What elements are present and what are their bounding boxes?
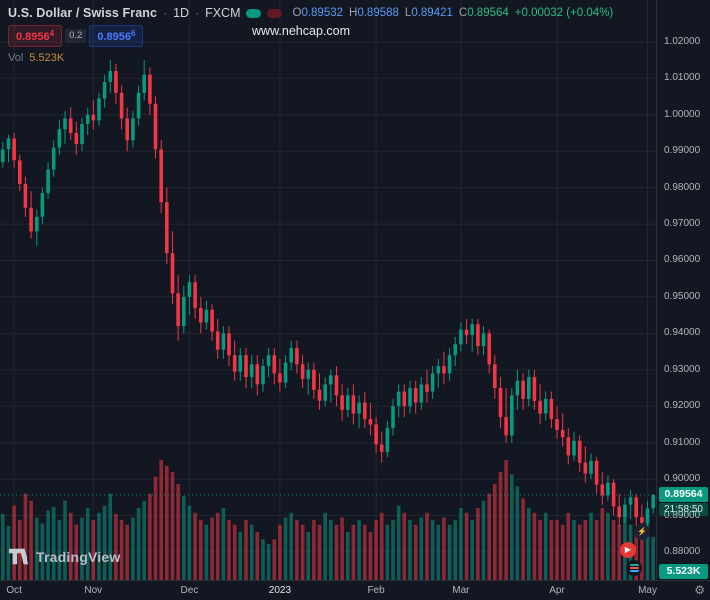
- high-label: H: [349, 7, 358, 19]
- stack-icon[interactable]: [626, 560, 642, 576]
- close-label: C: [458, 7, 468, 19]
- time-tick-label: Dec: [180, 585, 199, 596]
- price-tick-label: 0.88000: [664, 545, 701, 557]
- tradingview-logo-text: TradingView: [36, 548, 121, 565]
- price-tick-label: 0.89000: [664, 509, 701, 521]
- price-tick-label: 0.94000: [664, 327, 701, 339]
- change-value: +0.00032 (+0.04%): [514, 7, 614, 19]
- interval-label[interactable]: 1D: [173, 6, 190, 20]
- price-tick-label: 0.92000: [664, 400, 701, 412]
- volume-label: Vol: [8, 52, 24, 64]
- time-tick-label: Feb: [367, 585, 385, 596]
- chart-legend: U.S. Dollar / Swiss Franc · 1D · FXCM O0…: [8, 5, 613, 64]
- price-tick-label: 1.01000: [664, 72, 701, 84]
- volume-legend: Vol 5.523K: [8, 52, 613, 64]
- bar-countdown-badge: 21:58:50: [659, 502, 708, 516]
- last-price-badge: 0.89564: [659, 486, 708, 502]
- sell-price: 0.8956: [16, 31, 50, 43]
- time-tick-label: Oct: [6, 585, 22, 596]
- price-tick-label: 0.96000: [664, 254, 701, 266]
- candlestick-chart[interactable]: [0, 0, 656, 580]
- indicator-pill-icon[interactable]: [267, 8, 283, 18]
- stack-bar: [629, 564, 639, 566]
- sell-button[interactable]: 0.89564: [8, 25, 63, 47]
- social-icon-stack: ⚡ ▶: [620, 524, 656, 578]
- low-value: 0.89421: [411, 7, 453, 19]
- tradingview-logo-icon: [8, 548, 30, 565]
- stack-bar: [629, 570, 639, 572]
- price-tick-label: 1.02000: [664, 35, 701, 47]
- stack-bar: [629, 567, 639, 569]
- time-tick-label: Nov: [84, 585, 103, 596]
- price-tick-label: 0.98000: [664, 181, 701, 193]
- price-tick-label: 0.91000: [664, 436, 701, 448]
- ohlc-readout: O0.89532 H0.89588 L0.89421 C0.89564 +0.0…: [292, 7, 613, 19]
- separator: ·: [163, 6, 168, 20]
- price-tick-label: 0.99000: [664, 145, 701, 157]
- price-tick-label: 0.95000: [664, 290, 701, 302]
- time-tick-label: May: [638, 585, 657, 596]
- play-icon[interactable]: ▶: [620, 542, 636, 558]
- time-axis[interactable]: ⚙ Oct Nov Dec 2023 Feb Mar Apr May: [0, 580, 710, 600]
- price-tick-label: 0.97000: [664, 218, 701, 230]
- separator: ·: [195, 6, 200, 20]
- price-tick-label: 0.90000: [664, 473, 701, 485]
- price-tick-label: 1.00000: [664, 108, 701, 120]
- open-label: O: [292, 7, 302, 19]
- open-value: 0.89532: [301, 7, 344, 19]
- symbol-title[interactable]: U.S. Dollar / Swiss Franc: [8, 6, 158, 20]
- time-tick-label: 2023: [268, 585, 292, 596]
- exchange-label[interactable]: FXCM: [205, 6, 241, 20]
- high-value: 0.89588: [357, 7, 399, 19]
- price-axis[interactable]: 0.89564 21:58:50 5.523K 1.02000 1.01000 1.…: [656, 0, 710, 580]
- low-label: L: [404, 7, 412, 19]
- buy-price: 0.8956: [97, 31, 131, 43]
- tradingview-logo[interactable]: TradingView: [8, 547, 120, 566]
- time-tick-label: Apr: [549, 585, 565, 596]
- chart-plot-area[interactable]: www.nehcap.com U.S. Dollar / Swiss Franc…: [0, 0, 656, 580]
- buy-price-fraction: 6: [130, 29, 136, 38]
- buy-button[interactable]: 0.89566: [89, 25, 144, 47]
- volume-badge: 5.523K: [659, 564, 708, 579]
- volume-value: 5.523K: [29, 52, 65, 64]
- sell-price-fraction: 4: [49, 29, 55, 38]
- price-tick-label: 0.93000: [664, 363, 701, 375]
- lightning-icon[interactable]: ⚡: [634, 524, 650, 540]
- close-value: 0.89564: [467, 7, 509, 19]
- gear-icon[interactable]: ⚙: [694, 583, 705, 597]
- spread-value: 0.2: [65, 29, 87, 43]
- time-tick-label: Mar: [452, 585, 470, 596]
- market-status-pill-icon[interactable]: [246, 8, 262, 18]
